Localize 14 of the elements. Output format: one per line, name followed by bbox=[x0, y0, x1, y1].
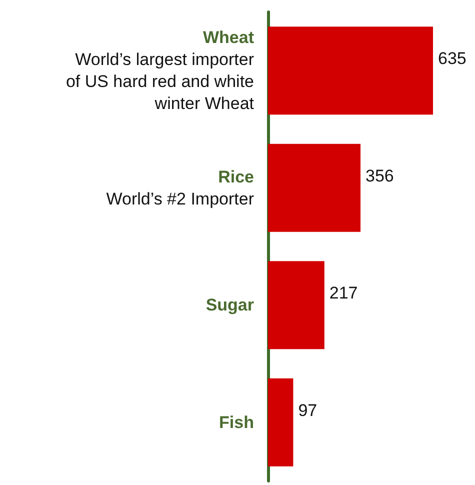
data-label: 635 bbox=[438, 49, 466, 68]
data-label: 356 bbox=[366, 166, 394, 186]
bar bbox=[268, 26, 433, 115]
data-label: 217 bbox=[329, 284, 358, 303]
text: World’s #2 Importer bbox=[106, 189, 254, 208]
bar bbox=[268, 144, 361, 232]
data-label: 97 bbox=[298, 400, 318, 420]
y-tick-label: Wheat bbox=[203, 28, 254, 48]
bar bbox=[268, 378, 294, 466]
y-tick-label: Fish bbox=[219, 412, 254, 432]
bar bbox=[268, 261, 324, 350]
text: World’s largest importer of US hard red and white winter Wheat bbox=[66, 50, 254, 114]
y-tick-label: Rice bbox=[218, 167, 254, 186]
y-tick-label: Sugar bbox=[206, 296, 254, 315]
